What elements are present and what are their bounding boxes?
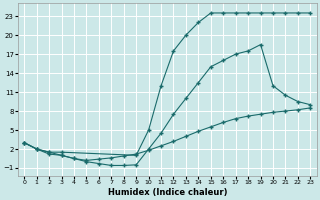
- X-axis label: Humidex (Indice chaleur): Humidex (Indice chaleur): [108, 188, 227, 197]
